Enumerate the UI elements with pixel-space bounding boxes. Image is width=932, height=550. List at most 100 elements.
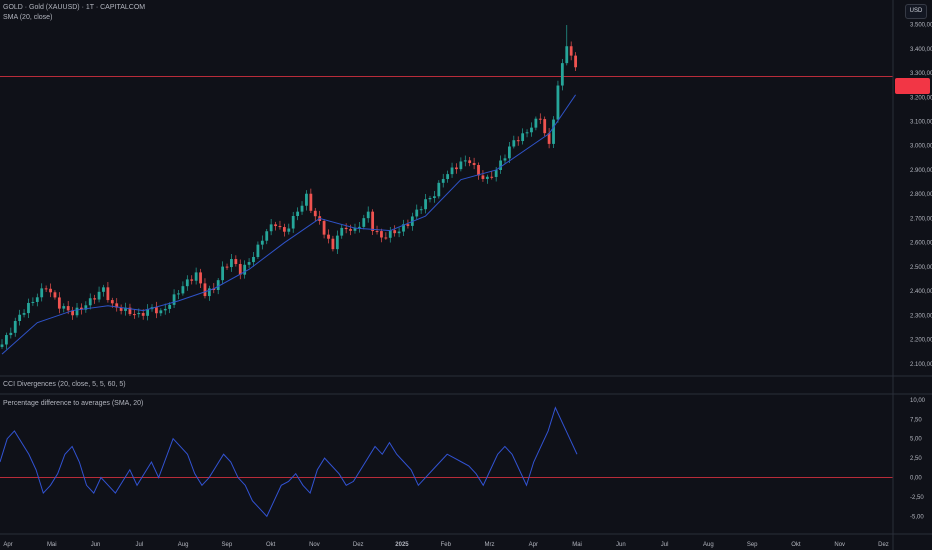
candle-body: [300, 205, 304, 212]
candle-body: [296, 211, 300, 216]
candle-body: [508, 146, 511, 159]
x-tick-label: Sep: [222, 542, 233, 548]
candle-body: [468, 160, 472, 164]
candle-body: [31, 301, 35, 303]
candle-body: [565, 46, 569, 64]
y-tick-label: 10,00: [910, 398, 926, 404]
y-tick-label: -2,50: [910, 495, 924, 501]
candle-body: [102, 287, 105, 292]
candle-body: [5, 335, 8, 345]
candle-body: [238, 264, 242, 275]
candle-body: [0, 344, 4, 347]
candle-body: [22, 313, 26, 315]
candle-body: [521, 133, 525, 142]
price-pane: [0, 25, 893, 355]
candle-body: [247, 262, 251, 265]
candle-body: [75, 307, 79, 316]
candle-body: [516, 140, 520, 142]
candle-body: [260, 240, 264, 245]
candle-body: [406, 224, 410, 226]
x-tick-label: Nov: [834, 542, 845, 548]
candle-body: [199, 272, 202, 284]
candle-body: [265, 231, 269, 241]
x-tick-label: Jun: [91, 542, 101, 548]
candle-body: [27, 302, 30, 314]
candle-body: [472, 163, 476, 166]
candle-body: [481, 175, 485, 179]
chart-title: GOLD · Gold (XAUUSD) · 1T · CAPITALCOM: [3, 4, 146, 11]
candle-body: [552, 119, 555, 144]
x-tick-label: Dez: [878, 542, 889, 548]
candle-body: [366, 211, 370, 219]
y-tick-label: 2.300,00: [910, 313, 932, 319]
candle-body: [446, 174, 450, 180]
candle-body: [525, 132, 529, 134]
y-tick-label: 3.400,00: [910, 47, 932, 53]
y-tick-label: 2.800,00: [910, 192, 932, 198]
candle-body: [282, 227, 286, 232]
candle-body: [459, 161, 463, 170]
currency-button[interactable]: USD: [905, 4, 927, 19]
x-tick-label: Okt: [266, 542, 276, 548]
y-tick-label: 3.100,00: [910, 119, 932, 125]
candle-body: [388, 230, 392, 238]
x-tick-label: Mai: [572, 542, 582, 548]
y-tick-label: 2,50: [910, 456, 922, 462]
candle-body: [203, 283, 207, 297]
candle-body: [141, 313, 145, 316]
candle-body: [216, 280, 220, 290]
y-tick-label: -5,00: [910, 514, 924, 520]
candle-body: [534, 118, 538, 128]
x-tick-label: Aug: [703, 542, 714, 548]
x-tick-label: Feb: [441, 542, 452, 548]
candle-body: [66, 306, 70, 311]
cci-indicator-label[interactable]: CCI Divergences (20, close, 5, 5, 60, 5): [3, 381, 126, 388]
candle-body: [322, 221, 326, 235]
y-tick-label: 2.600,00: [910, 241, 932, 247]
candle-body: [252, 256, 255, 263]
sma-line: [1, 94, 577, 355]
candle-body: [287, 228, 291, 232]
y-tick-label: 2.400,00: [910, 289, 932, 295]
sma-indicator-label[interactable]: SMA (20, close): [3, 14, 53, 21]
candle-body: [344, 227, 348, 230]
candle-body: [35, 297, 39, 302]
pct-indicator-label[interactable]: Percentage difference to averages (SMA, …: [3, 400, 144, 407]
candle-body: [62, 306, 66, 309]
candle-body: [44, 288, 48, 290]
candle-body: [455, 167, 458, 170]
x-tick-label: Jun: [616, 542, 626, 548]
x-tick-label: Jul: [135, 542, 143, 548]
candle-body: [331, 238, 335, 250]
candle-body: [309, 193, 313, 211]
indicator-pane: [0, 406, 893, 518]
candle-body: [155, 307, 158, 314]
y-tick-label: 0,00: [910, 476, 922, 482]
candle-body: [291, 215, 295, 229]
candle-body: [181, 286, 185, 294]
candle-body: [477, 165, 480, 176]
candle-body: [234, 259, 238, 265]
candle-body: [428, 197, 432, 200]
candle-body: [543, 119, 547, 134]
x-tick-label: Jul: [661, 542, 669, 548]
candle-body: [137, 313, 141, 315]
candle-body: [353, 227, 357, 231]
candle-body: [168, 304, 172, 309]
candle-body: [243, 264, 247, 275]
candle-body: [18, 314, 22, 321]
candle-body: [530, 127, 533, 133]
candle-body: [207, 288, 211, 297]
candle-body: [503, 158, 507, 161]
candle-body: [97, 291, 101, 300]
price-tag: [895, 78, 930, 94]
candle-body: [375, 231, 379, 233]
candle-body: [106, 287, 110, 301]
candle-body: [163, 308, 167, 311]
candle-body: [441, 179, 445, 183]
candle-body: [115, 303, 119, 308]
y-tick-label: 3.500,00: [910, 23, 932, 29]
y-tick-label: 2.500,00: [910, 265, 932, 271]
